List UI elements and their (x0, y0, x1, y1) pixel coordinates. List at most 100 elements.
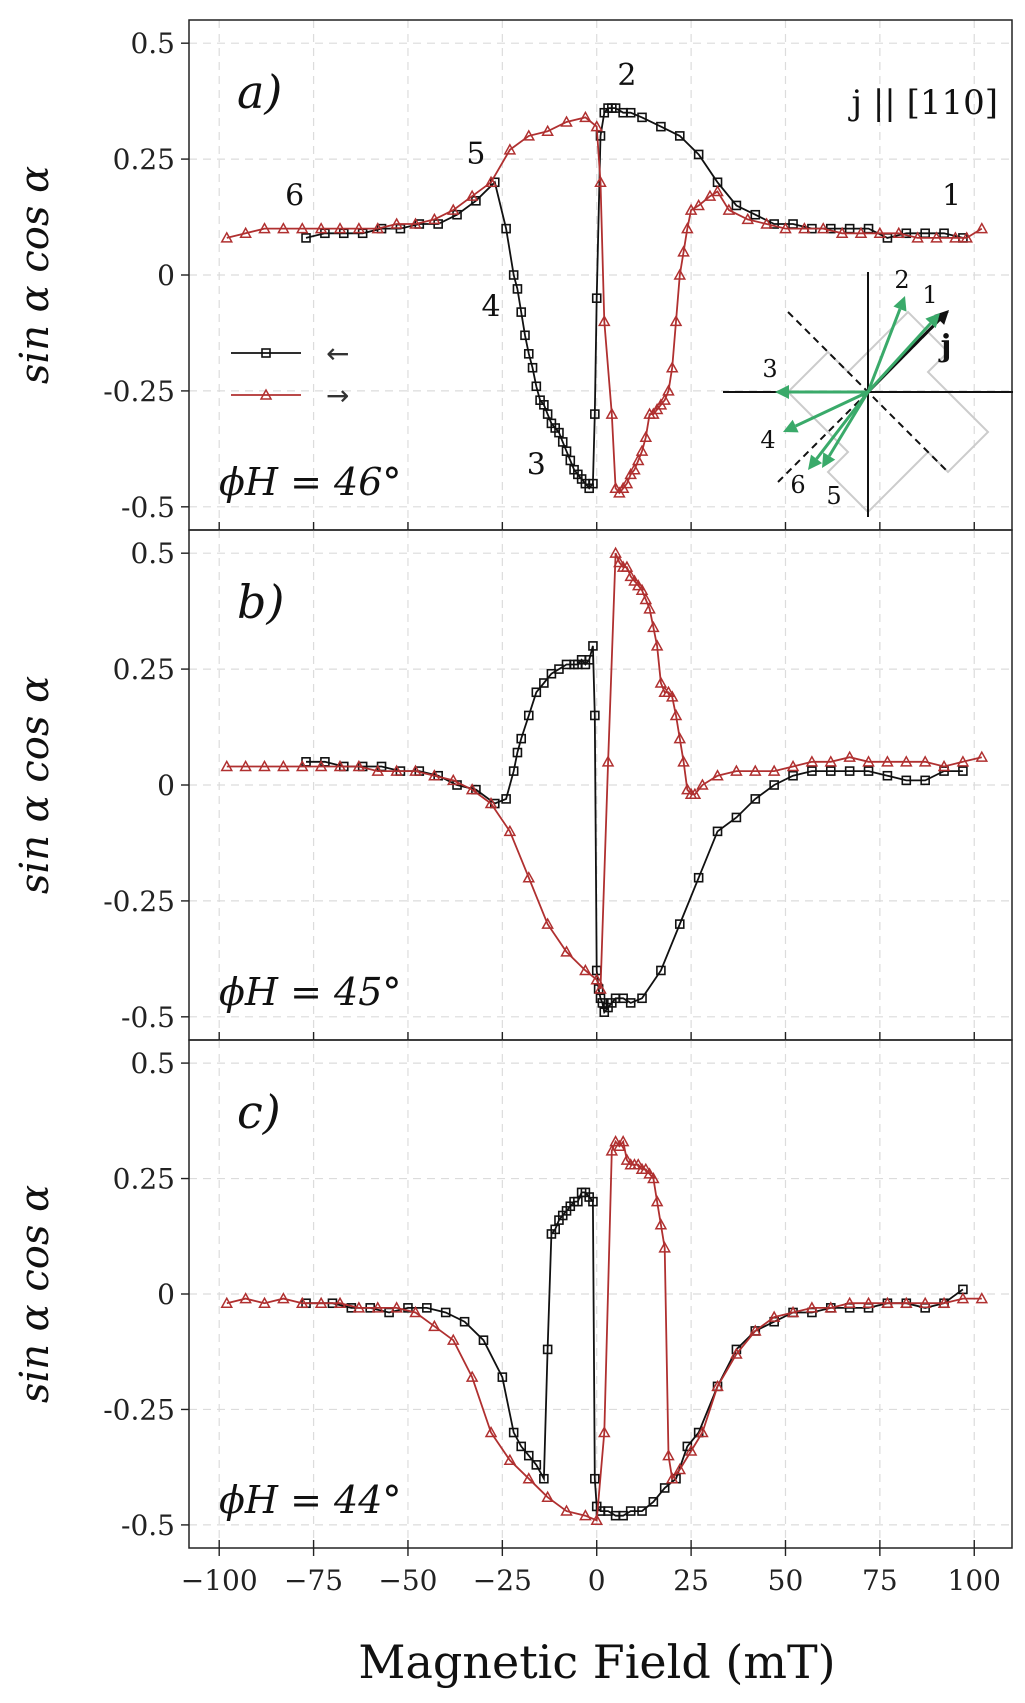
series-forward (220, 110, 989, 498)
y-tick-label: 0.25 (113, 143, 175, 176)
data-point (873, 226, 887, 239)
data-point (658, 393, 671, 405)
data-point (949, 231, 962, 243)
data-point (696, 778, 709, 790)
data-point (862, 755, 875, 767)
data-point (546, 668, 557, 679)
data-point (523, 349, 534, 359)
data-point (333, 759, 347, 772)
data-point (628, 463, 641, 475)
data-point (409, 1305, 422, 1318)
data-point (352, 759, 366, 772)
data-point (637, 112, 647, 123)
data-point (656, 965, 666, 976)
y-tick-label: -0.25 (103, 885, 175, 918)
data-point (508, 1427, 519, 1438)
data-point (560, 945, 573, 957)
data-point (692, 198, 705, 211)
x-tick-label: −100 (181, 1564, 258, 1597)
data-point (688, 787, 702, 800)
data-point (730, 1347, 743, 1359)
data-point (696, 1426, 709, 1438)
data-point (620, 560, 634, 572)
series-line (226, 116, 983, 495)
data-point (609, 481, 622, 494)
data-point (522, 871, 536, 883)
data-point (390, 764, 403, 776)
data-point (590, 710, 600, 721)
data-point (512, 747, 523, 758)
data-point (975, 222, 989, 234)
data-point (722, 203, 736, 215)
data-point (560, 115, 573, 127)
data-point (674, 919, 685, 929)
data-point (958, 766, 968, 776)
data-point (601, 755, 615, 767)
data-point (484, 175, 498, 188)
data-point (446, 773, 460, 786)
data-point (669, 708, 683, 721)
data-point (673, 1462, 687, 1475)
data-point (465, 189, 479, 201)
data-point (594, 982, 607, 994)
data-point (805, 755, 819, 767)
data-point (624, 569, 637, 582)
data-point (807, 766, 817, 776)
data-point (588, 641, 598, 651)
data-point (937, 759, 951, 772)
data-point (681, 222, 694, 234)
panel-label: b) (237, 575, 284, 629)
magnetization-arrow-4-shaft (795, 390, 869, 428)
data-point (561, 446, 572, 456)
data-point (371, 222, 385, 234)
data-point (576, 1187, 587, 1198)
y-tick-label: -0.5 (121, 491, 175, 524)
data-point (616, 1135, 630, 1147)
data-point (659, 1483, 670, 1493)
data-point (478, 1335, 489, 1345)
data-point (569, 464, 579, 475)
data-point (786, 1305, 800, 1318)
magnetization-arrow-4-head (783, 419, 799, 433)
panel-b: -0.5 -0.25 0 0.25 0.5 sin α cos α b) ϕH = 45° (12, 529, 1013, 1041)
data-point (798, 222, 811, 234)
data-point (220, 759, 234, 772)
data-point (609, 546, 622, 558)
data-point (892, 226, 906, 239)
data-point (541, 124, 554, 137)
data-point (605, 407, 619, 419)
data-point (295, 222, 309, 234)
data-point (956, 1292, 970, 1304)
data-point (741, 212, 755, 225)
data-point (239, 759, 252, 772)
magnetization-arrow-3-head (775, 385, 789, 399)
data-point (918, 1296, 932, 1308)
data-point (459, 1316, 470, 1327)
panel-c: -0.5 -0.25 0 0.25 0.5 −100 −75 −50 −25 0 25 50 75 100… (12, 1039, 1013, 1597)
current-arrow-head (934, 310, 949, 325)
data-point (590, 120, 603, 132)
data-point (258, 1296, 271, 1308)
data-point (258, 759, 271, 772)
data-point (631, 453, 645, 466)
data-point (422, 1303, 432, 1313)
data-point (503, 824, 517, 837)
data-point (591, 293, 602, 303)
magnetization-arrow-2-head (893, 296, 907, 312)
data-point (522, 1472, 536, 1484)
data-point (371, 764, 385, 776)
y-axis-label: sin α cos α (12, 676, 58, 894)
magnetization-arrow-2-shaft (866, 308, 902, 393)
y-tick-label: 0.5 (130, 537, 175, 570)
data-point (769, 780, 779, 790)
data-point (239, 226, 252, 239)
data-point (508, 766, 519, 776)
data-point (428, 1319, 441, 1332)
data-point (465, 783, 479, 795)
data-point (523, 1450, 534, 1461)
data-point (440, 1307, 451, 1318)
data-point (371, 1301, 385, 1313)
data-point (637, 993, 647, 1004)
data-point (599, 107, 610, 118)
data-point (522, 129, 536, 141)
